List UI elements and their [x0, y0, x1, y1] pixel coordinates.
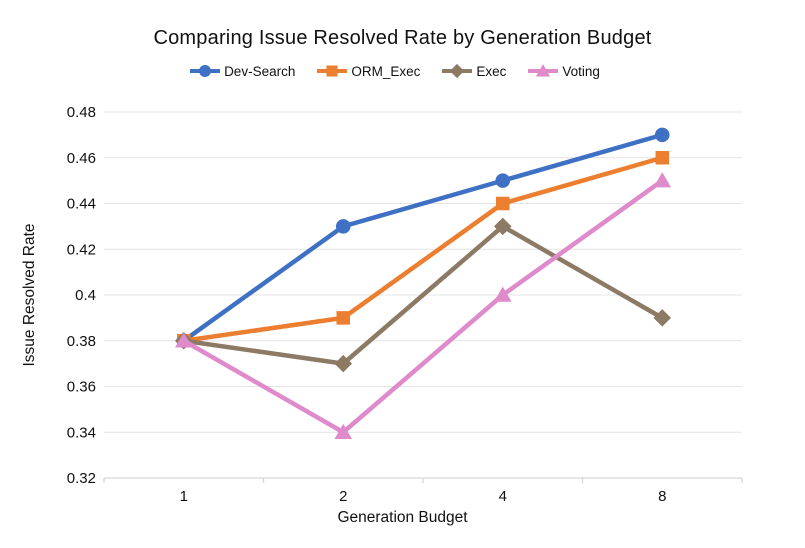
series-dev-search: [176, 127, 670, 349]
square-legend-swatch-icon: [317, 65, 348, 77]
circle-marker: [335, 219, 351, 234]
legend-label: Voting: [562, 63, 600, 79]
square-marker: [336, 311, 350, 325]
x-tick-label: 2: [339, 488, 347, 505]
series-line: [181, 132, 665, 343]
x-tick-label: 4: [499, 488, 507, 505]
triangle-marker: [493, 286, 512, 302]
y-tick-label: 0.48: [67, 104, 96, 121]
legend-label: Exec: [476, 63, 507, 79]
triangle-legend-swatch-icon: [528, 64, 559, 77]
legend-item-exec: Exec: [442, 63, 506, 79]
y-tick-label: 0.38: [67, 333, 96, 350]
legend-item-dev-search: Dev-Search: [190, 63, 295, 79]
legend-item-orm-exec: ORM_Exec: [317, 63, 420, 79]
triangle-marker: [174, 332, 193, 348]
y-tick-label: 0.44: [67, 196, 96, 213]
triangle-marker: [536, 64, 551, 77]
diamond-marker: [334, 354, 353, 373]
legend-label: ORM_Exec: [351, 63, 421, 79]
y-tick-label: 0.34: [67, 424, 96, 441]
chart-title: Comparing Issue Resolved Rate by Generat…: [153, 27, 652, 49]
x-axis-title: Generation Budget: [337, 509, 468, 526]
square-marker: [655, 151, 669, 165]
circle-legend-swatch-icon: [190, 65, 221, 77]
diamond-marker: [450, 63, 465, 79]
triangle-marker: [334, 423, 353, 439]
series-voting: [174, 172, 672, 439]
diamond-marker: [653, 309, 672, 327]
legend-item-voting: Voting: [528, 63, 600, 79]
legend-label: Dev-Search: [224, 63, 296, 79]
square-marker: [496, 196, 510, 211]
y-tick-label: 0.42: [67, 241, 96, 258]
y-tick-label: 0.32: [67, 470, 96, 487]
series-line: [181, 224, 665, 366]
circle-marker: [199, 65, 212, 77]
y-tick-label: 0.4: [75, 287, 96, 304]
circle-marker: [495, 173, 511, 188]
y-tick-label: 0.36: [67, 379, 96, 396]
y-axis-title: Issue Resolved Rate: [21, 223, 38, 367]
x-tick-label: 8: [658, 488, 666, 505]
series-line: [181, 155, 665, 343]
triangle-marker: [653, 172, 672, 188]
y-tick-label: 0.46: [67, 150, 96, 167]
diamond-legend-swatch-icon: [442, 63, 473, 79]
x-tick-label: 1: [180, 488, 188, 505]
diamond-marker: [493, 217, 512, 236]
circle-marker: [654, 127, 670, 143]
chart-legend: Dev-Search ORM_Exec Exec Voting: [0, 63, 790, 79]
series-line: [181, 178, 665, 435]
square-marker: [326, 65, 338, 77]
